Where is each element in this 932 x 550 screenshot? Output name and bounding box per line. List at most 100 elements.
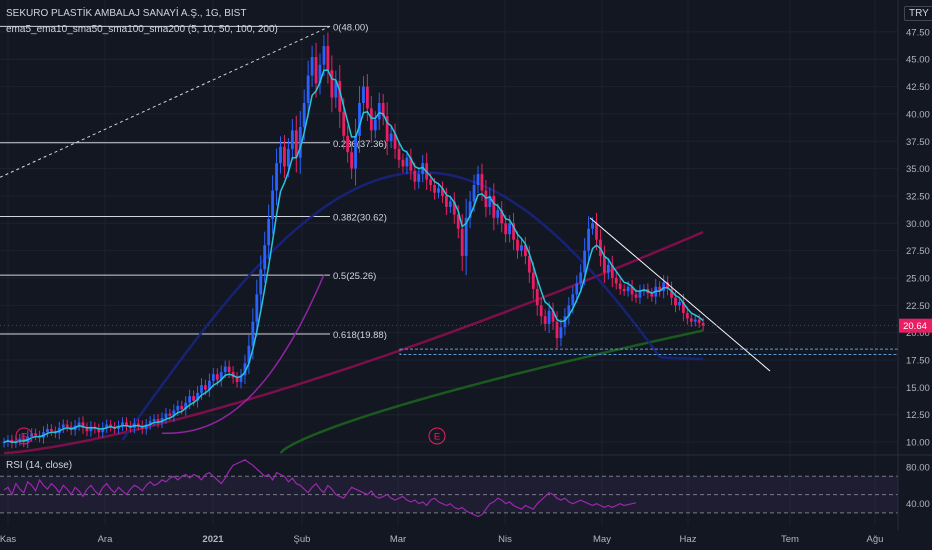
candle-body <box>310 57 314 76</box>
candle-body <box>433 185 436 193</box>
candle-body <box>674 297 677 306</box>
candle-body <box>551 310 555 322</box>
candle-body <box>160 417 164 423</box>
sma50-line <box>121 171 704 441</box>
candle-body <box>306 75 310 103</box>
candle-body <box>184 402 188 410</box>
candle-body <box>610 264 614 278</box>
candle-body <box>555 321 559 339</box>
candle-body <box>148 421 152 425</box>
candle-body <box>385 116 389 142</box>
earnings-event-label: E <box>21 432 27 443</box>
candle-body <box>508 223 511 235</box>
candle-body <box>77 422 81 426</box>
time-tick-label: Tem <box>781 534 799 545</box>
time-tick-label: May <box>593 534 611 545</box>
price-tick-label: 12.50 <box>906 410 930 421</box>
candle-body <box>204 385 207 390</box>
time-tick-label: Haz <box>680 534 697 545</box>
candle-body <box>452 201 456 215</box>
candle-body <box>125 422 128 426</box>
candle-body <box>97 428 101 433</box>
candle-body <box>251 321 255 346</box>
price-tick-label: 30.00 <box>906 219 930 230</box>
candle-body <box>547 310 551 324</box>
candle-body <box>543 316 547 324</box>
fib-level-label: 0.618(19.88) <box>333 330 387 341</box>
candle-body <box>480 174 484 191</box>
candle-body <box>338 81 342 112</box>
candle-body <box>437 188 440 193</box>
candle-body <box>180 405 184 410</box>
candle-body <box>208 380 211 390</box>
candle-body <box>417 174 421 182</box>
candle-body <box>247 345 251 364</box>
symbol-title: SEKURO PLASTİK AMBALAJ SANAYİ A.Ş., 1G, … <box>6 8 247 19</box>
candle-body <box>287 148 290 167</box>
price-tick-label: 17.50 <box>906 356 930 367</box>
candle-body <box>504 223 508 235</box>
candle-body <box>678 302 681 306</box>
price-tick-label: 45.00 <box>906 55 930 66</box>
candle-body <box>662 282 666 292</box>
rsi-panel <box>0 459 898 518</box>
price-tick-label: 10.00 <box>906 438 930 449</box>
candle-body <box>563 316 567 328</box>
candle-body <box>445 195 448 207</box>
candle-body <box>302 102 306 128</box>
candle-body <box>520 245 523 251</box>
candle-body <box>121 422 124 426</box>
candle-body <box>630 286 634 295</box>
candle-body <box>472 185 476 202</box>
candle-body <box>318 64 322 84</box>
price-tick-label: 15.00 <box>906 383 930 394</box>
time-tick-label: Şub <box>294 534 311 545</box>
candle-body <box>377 102 381 120</box>
fib-level-label: 0.382(30.62) <box>333 213 387 224</box>
candle-body <box>235 377 239 382</box>
currency-badge[interactable]: TRY <box>904 6 932 21</box>
candle-body <box>579 272 583 284</box>
candle-body <box>634 294 638 298</box>
candles <box>2 32 705 449</box>
candle-body <box>85 427 89 432</box>
candle-body <box>535 288 539 306</box>
fib-trend-line <box>0 25 331 178</box>
candle-body <box>223 366 227 373</box>
candle-body <box>409 157 413 171</box>
candle-body <box>156 419 160 423</box>
candle-body <box>211 374 215 381</box>
candle-body <box>666 282 669 289</box>
candle-body <box>512 223 515 240</box>
candle-body <box>89 426 93 432</box>
candle-body <box>109 424 113 427</box>
candle-body <box>330 70 334 98</box>
candle-body <box>144 424 148 429</box>
candle-body <box>638 291 642 298</box>
price-tick-label: 37.50 <box>906 137 930 148</box>
price-tick-label: 27.50 <box>906 246 930 257</box>
ema-line <box>3 69 704 443</box>
candle-body <box>575 283 579 295</box>
candle-body <box>219 372 223 380</box>
candle-body <box>441 188 444 196</box>
candle-body <box>527 256 531 273</box>
candle-body <box>476 174 480 186</box>
candle-body <box>381 102 385 117</box>
candle-body <box>271 190 274 219</box>
indicator-title: ema5_ema10_sma50_sma100_sma200 (5, 10, 5… <box>6 24 278 35</box>
candle-body <box>227 366 231 373</box>
candle-body <box>614 277 618 284</box>
price-tick-label: 25.00 <box>906 273 930 284</box>
candle-body <box>362 86 365 103</box>
candle-body <box>488 195 492 207</box>
candle-body <box>369 108 373 131</box>
candle-body <box>50 428 53 432</box>
candle-body <box>61 424 65 428</box>
price-tick-label: 47.50 <box>906 27 930 38</box>
candle-body <box>136 423 140 426</box>
candle-body <box>192 396 195 401</box>
fib-level-label: 0(48.00) <box>333 22 368 33</box>
